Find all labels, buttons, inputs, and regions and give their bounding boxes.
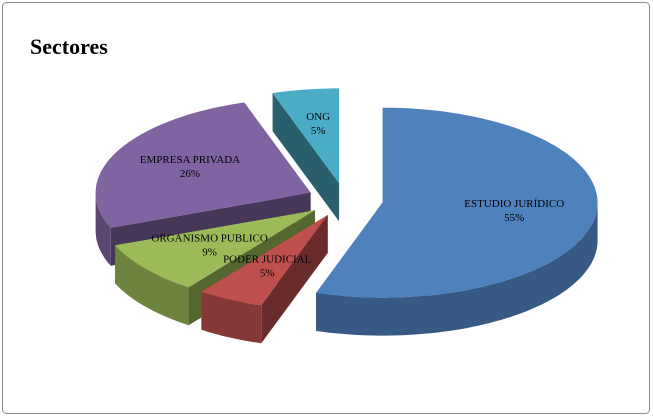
- slice-value: 26%: [180, 168, 200, 180]
- slice-label: ONG: [306, 111, 330, 123]
- slice-label: EMPRESA PRIVADA: [140, 154, 240, 166]
- slice-wall: [95, 192, 111, 266]
- chart-title: Sectores: [30, 34, 108, 59]
- slice-top: [272, 88, 340, 184]
- slice-value: 55%: [504, 212, 524, 224]
- slice-label: ORGANISMO PUBLICO: [151, 232, 267, 244]
- slice-label: PODER JUDICIAL: [223, 253, 312, 265]
- slice-wall: [201, 291, 262, 344]
- slice-wall: [316, 202, 598, 336]
- slice-top: [115, 210, 315, 288]
- slice-wall: [115, 245, 189, 326]
- slice: [316, 107, 598, 336]
- slice-top: [201, 215, 328, 306]
- slice-value: 5%: [260, 267, 275, 279]
- slice-top: [95, 102, 311, 228]
- slice-top: [316, 107, 598, 298]
- slice-value: 5%: [311, 125, 326, 137]
- slice: [272, 88, 340, 222]
- slice-value: 9%: [202, 246, 217, 258]
- slice: [201, 215, 328, 344]
- slice-side: [272, 93, 340, 222]
- slice-label: ESTUDIO JURÍDICO: [464, 198, 564, 210]
